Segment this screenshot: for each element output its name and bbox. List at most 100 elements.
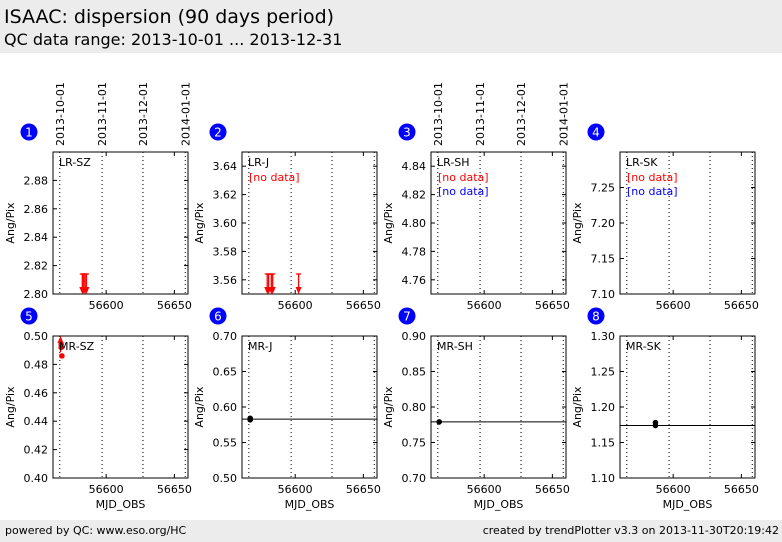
data-point [295, 287, 302, 294]
date-label: 2014-01-01 [179, 82, 192, 146]
x-tick-label: 56600 [89, 483, 124, 496]
panel-number-badge [587, 123, 605, 141]
y-tick-label: 7.15 [591, 253, 616, 266]
y-tick-label: 2.82 [24, 260, 49, 273]
y-tick-label: 7.10 [591, 288, 616, 301]
y-axis-label: Ang/Pix [382, 202, 395, 244]
panel-label: MR-SZ [59, 340, 95, 353]
x-axis-label: MJD_OBS [663, 498, 713, 511]
x-tick-label: 56600 [278, 483, 313, 496]
x-tick-label: 56600 [656, 483, 691, 496]
panel-number-badge [398, 123, 416, 141]
x-tick-label: 56650 [535, 483, 570, 496]
y-tick-label: 2.88 [24, 174, 49, 187]
plot-frame [619, 335, 756, 479]
y-tick-label: 0.65 [213, 366, 238, 379]
x-tick-label: 56650 [157, 299, 192, 312]
panel-3: 4.76 4.78 4.80 4.82 4.84 56600 56650 2013-10-01… [382, 82, 570, 312]
y-tick-label: 0.70 [213, 330, 238, 343]
panel-7: 0.70 0.75 0.80 0.85 0.90 56600 56650 Ang/Pix MJD… [382, 307, 570, 511]
header-bar: ISAAC: dispersion (90 days period) QC da… [0, 0, 782, 53]
data-point [269, 287, 276, 294]
panel-number: 5 [25, 310, 33, 324]
y-tick-label: 0.85 [402, 366, 427, 379]
date-label: 2013-10-01 [54, 82, 67, 146]
y-tick-label: 3.58 [213, 245, 238, 258]
no-data-note: [no data] [627, 185, 678, 198]
panel-label: MR-J [248, 340, 273, 353]
panel-6: 0.50 0.55 0.60 0.65 0.70 56600 56650 Ang/Pix MJD… [193, 307, 381, 511]
data-point [58, 344, 64, 351]
panel-number: 6 [214, 310, 222, 324]
y-tick-label: 0.70 [402, 472, 427, 485]
y-tick-label: 0.44 [24, 415, 49, 428]
y-tick-label: 0.60 [213, 401, 238, 414]
panel-number: 3 [403, 126, 411, 140]
plot-frame [241, 335, 378, 479]
y-axis-label: Ang/Pix [4, 386, 17, 428]
no-data-note: [no data] [438, 185, 489, 198]
y-tick-label: 7.25 [591, 182, 616, 195]
y-tick-label: 4.82 [402, 189, 427, 202]
data-point [247, 416, 253, 423]
date-label: 2013-12-01 [515, 82, 528, 146]
y-tick-label: 1.10 [591, 472, 616, 485]
panel-number: 1 [25, 126, 33, 140]
panel-label: MR-SK [626, 340, 662, 353]
x-tick-label: 56600 [656, 299, 691, 312]
panel-number-badge [398, 307, 416, 325]
y-tick-label: 1.15 [591, 437, 616, 450]
y-tick-label: 0.46 [24, 387, 49, 400]
footer-timestamp: created by trendPlotter v3.3 on 2013-11-… [482, 524, 779, 537]
x-axis-label: MJD_OBS [474, 498, 524, 511]
data-point [83, 287, 90, 294]
panel-number: 8 [592, 310, 600, 324]
y-tick-label: 1.25 [591, 366, 616, 379]
date-label: 2013-11-01 [474, 82, 487, 146]
no-data-note: [no data] [249, 171, 300, 184]
y-tick-label: 0.40 [24, 472, 49, 485]
panel-label: LR-J [248, 156, 269, 169]
x-tick-label: 56650 [724, 299, 759, 312]
no-data-note: [no data] [627, 171, 678, 184]
y-tick-label: 0.50 [24, 330, 49, 343]
panel-number-badge [209, 123, 227, 141]
y-tick-label: 0.80 [402, 401, 427, 414]
panel-4: 7.10 7.15 7.20 7.25 56600 56650 Ang/Pix LR-SK [n… [571, 123, 759, 312]
x-tick-label: 56650 [724, 483, 759, 496]
y-axis-label: Ang/Pix [571, 202, 584, 244]
y-axis-label: Ang/Pix [571, 386, 584, 428]
panel-number: 7 [403, 310, 411, 324]
y-axis-label: Ang/Pix [382, 386, 395, 428]
footer-credit: powered by QC: www.eso.org/HC [5, 524, 187, 537]
y-tick-label: 3.60 [213, 217, 238, 230]
plot-frame [52, 335, 189, 479]
y-tick-label: 0.55 [213, 437, 238, 450]
y-tick-label: 0.50 [213, 472, 238, 485]
x-tick-label: 56600 [467, 299, 502, 312]
panel-label: LR-SH [437, 156, 470, 169]
y-tick-label: 0.75 [402, 437, 427, 450]
panel-label: LR-SZ [59, 156, 91, 169]
y-tick-label: 1.20 [591, 401, 616, 414]
x-axis-label: MJD_OBS [96, 498, 146, 511]
x-tick-label: 56600 [89, 299, 124, 312]
footer-bar: powered by QC: www.eso.org/HC created by… [0, 520, 782, 542]
y-tick-label: 1.30 [591, 330, 616, 343]
y-tick-label: 3.64 [213, 160, 238, 173]
panel-number-badge [587, 307, 605, 325]
x-tick-label: 56650 [346, 299, 381, 312]
y-tick-label: 3.56 [213, 274, 238, 287]
panel-5: 0.40 0.42 0.44 0.46 0.48 0.50 56600 56650 Ang/Pi… [4, 307, 192, 511]
date-label: 2014-01-01 [557, 82, 570, 146]
x-tick-label: 56650 [346, 483, 381, 496]
data-point [57, 336, 64, 343]
plot-frame [52, 151, 189, 295]
data-point [652, 422, 659, 429]
data-point [59, 353, 65, 359]
y-tick-label: 0.48 [24, 358, 49, 371]
panel-number: 2 [214, 126, 222, 140]
y-axis-label: Ang/Pix [4, 202, 17, 244]
y-axis-label: Ang/Pix [193, 386, 206, 428]
